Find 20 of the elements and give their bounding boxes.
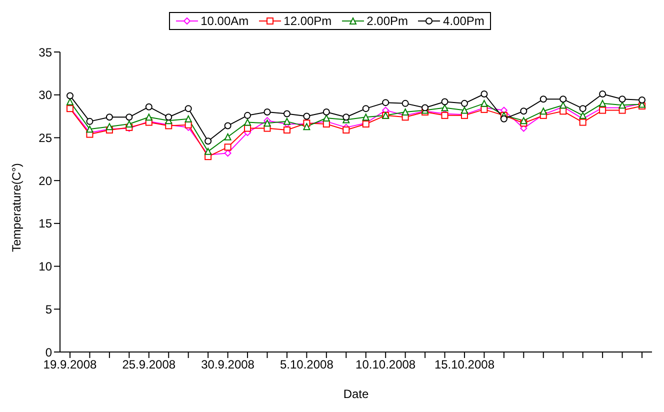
x-tick-label: 19.9.2008 — [43, 358, 98, 372]
y-tick-label: 10 — [38, 260, 52, 274]
x-tick-label: 30.9.2008 — [201, 358, 255, 372]
x-tick-label: 15.10.2008 — [434, 358, 495, 372]
legend-label: 10.00Am — [200, 14, 249, 28]
y-tick-label: 15 — [38, 216, 52, 231]
y-tick-label: 0 — [45, 345, 52, 360]
legend-label: 12.00Pm — [282, 14, 332, 28]
y-tick-label: 25 — [38, 130, 52, 145]
x-tick-label: 5.10.2008 — [280, 358, 334, 372]
y-tick-label: 35 — [38, 45, 52, 60]
x-tick-label: 10.10.2008 — [356, 358, 416, 372]
y-axis-title: Temperature(C°) — [9, 163, 24, 252]
legend-label: 4.00Pm — [442, 14, 484, 28]
y-tick-label: 5 — [45, 302, 52, 316]
legend-label: 2.00Pm — [366, 14, 408, 28]
y-tick-label: 20 — [38, 174, 52, 188]
x-axis-title: Date — [343, 387, 369, 401]
y-tick-label: 30 — [38, 88, 52, 102]
x-tick-label: 25.9.2008 — [122, 358, 176, 372]
